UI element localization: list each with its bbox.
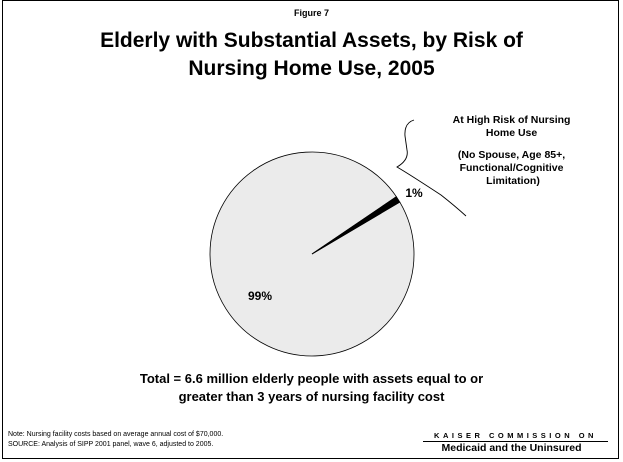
annotation-line-1: At High Risk of Nursing <box>453 114 571 126</box>
annotation-line-5: Limitation) <box>486 175 540 187</box>
chart-title: Elderly with Substantial Assets, by Risk… <box>0 27 623 83</box>
pie-slice-0 <box>209 151 415 357</box>
slice-label-99: 99% <box>248 289 272 303</box>
note-line-1: Note: Nursing facility costs based on av… <box>8 431 224 438</box>
pie-slice-1 <box>311 196 401 255</box>
title-line-2: Nursing Home Use, 2005 <box>188 57 435 80</box>
slice-label-1: 1% <box>405 186 423 200</box>
annotation-line-4: Functional/Cognitive <box>460 162 564 174</box>
annotation-text: At High Risk of Nursing Home Use (No Spo… <box>453 114 574 187</box>
note-line-2: SOURCE: Analysis of SIPP 2001 panel, wav… <box>8 441 214 448</box>
total-line-2: greater than 3 years of nursing facility… <box>178 389 445 404</box>
annotation-line-2: Home Use <box>486 127 538 139</box>
title-line-1: Elderly with Substantial Assets, by Risk… <box>100 29 523 52</box>
logo-top: KAISER COMMISSION ON <box>423 431 608 442</box>
kaiser-logo: KAISER COMMISSION ON Medicaid and the Un… <box>415 431 608 454</box>
logo-bottom: Medicaid and the Uninsured <box>441 442 582 454</box>
total-caption: Total = 6.6 million elderly people with … <box>0 370 623 406</box>
annotation-brace <box>396 119 467 217</box>
figure-label: Figure 7 <box>293 8 329 18</box>
total-line-1: Total = 6.6 million elderly people with … <box>139 371 484 386</box>
annotation-line-3: (No Spouse, Age 85+, <box>458 149 565 161</box>
source-note: Note: Nursing facility costs based on av… <box>8 430 223 450</box>
pie-slices <box>209 151 415 357</box>
